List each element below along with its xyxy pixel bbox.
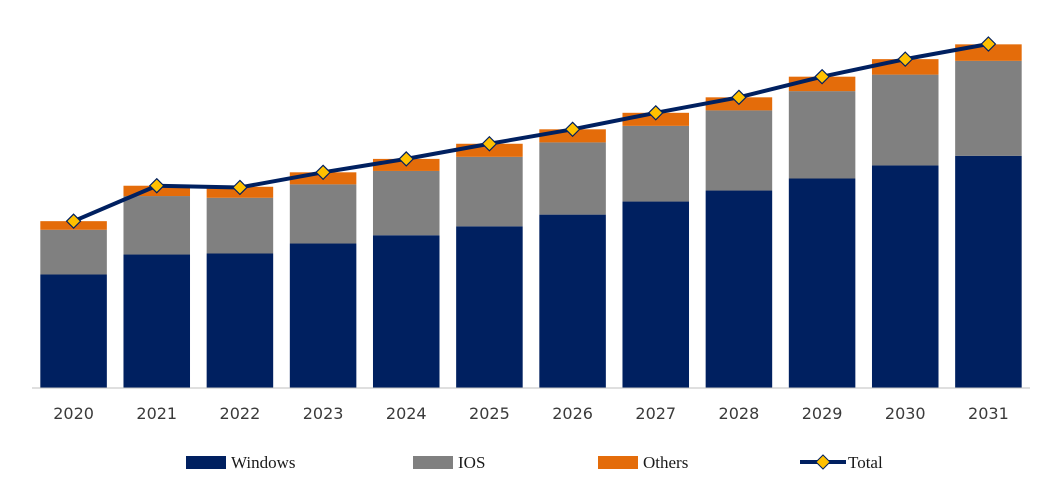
- total-line: [72, 42, 989, 224]
- total-marker-2020: [65, 213, 82, 230]
- legend-marker-total: [815, 454, 831, 470]
- total-marker-2031: [980, 36, 997, 52]
- bar-windows-2031: [955, 155, 1022, 388]
- legend-label-windows: Windows: [231, 453, 295, 472]
- total-markers: [65, 36, 997, 230]
- bar-ios-2026: [539, 142, 606, 215]
- x-tick-label-2024: 2024: [386, 404, 427, 423]
- x-tick-label-2022: 2022: [220, 404, 261, 423]
- x-tick-labels: 2020 2021 2022 2023 2024 2025 2026 2027 2028 2029…: [53, 404, 1009, 423]
- total-marker-2024: [398, 151, 415, 167]
- total-marker-2021: [148, 177, 165, 194]
- bar-ios-2029: [788, 91, 856, 179]
- total-marker-2023: [315, 164, 331, 181]
- legend-label-others: Others: [643, 453, 688, 472]
- bar-windows-2022: [206, 253, 274, 388]
- x-tick-label-2027: 2027: [635, 404, 676, 423]
- bar-ios-2021: [123, 196, 191, 255]
- bar-windows-2029: [788, 178, 856, 388]
- total-marker-2028: [731, 89, 747, 106]
- total-marker-2025: [481, 135, 498, 152]
- bar-windows-2023: [289, 243, 357, 388]
- bar-ios-2030: [871, 74, 939, 166]
- bar-ios-2031: [955, 60, 1022, 156]
- x-tick-label-2029: 2029: [802, 404, 843, 423]
- legend-label-ios: IOS: [458, 453, 485, 472]
- bar-ios-2022: [206, 197, 274, 254]
- legend: Windows IOS Others Total: [186, 453, 883, 472]
- total-marker-2026: [564, 121, 581, 138]
- total-marker-2030: [897, 51, 914, 67]
- bar-layer: [40, 44, 1022, 388]
- bar-windows-2020: [40, 274, 107, 388]
- bar-ios-2020: [40, 229, 107, 275]
- x-tick-label-2023: 2023: [303, 404, 344, 423]
- bar-windows-2021: [123, 254, 191, 388]
- bar-ios-2028: [705, 110, 773, 191]
- legend-swatch-others: [598, 456, 638, 469]
- x-tick-label-2026: 2026: [552, 404, 593, 423]
- bar-windows-2026: [539, 214, 606, 388]
- legend-label-total: Total: [848, 453, 883, 472]
- x-tick-label-2020: 2020: [53, 404, 94, 423]
- x-tick-label-2021: 2021: [136, 404, 177, 423]
- bar-ios-2025: [456, 156, 523, 227]
- bar-windows-2030: [871, 165, 939, 388]
- bar-ios-2023: [289, 184, 357, 244]
- legend-swatch-windows: [186, 456, 226, 469]
- bar-ios-2027: [622, 125, 690, 202]
- total-marker-2027: [647, 104, 664, 121]
- bar-windows-2027: [622, 201, 690, 388]
- x-tick-label-2025: 2025: [469, 404, 510, 423]
- bar-windows-2025: [456, 226, 523, 388]
- x-tick-label-2030: 2030: [885, 404, 926, 423]
- x-tick-label-2028: 2028: [719, 404, 760, 423]
- total-marker-2029: [814, 68, 830, 85]
- bar-windows-2028: [705, 190, 773, 388]
- bar-ios-2024: [372, 170, 440, 236]
- legend-swatch-ios: [413, 456, 453, 469]
- x-tick-label-2031: 2031: [968, 404, 1009, 423]
- total-marker-2022: [232, 179, 248, 196]
- bar-windows-2024: [372, 235, 440, 388]
